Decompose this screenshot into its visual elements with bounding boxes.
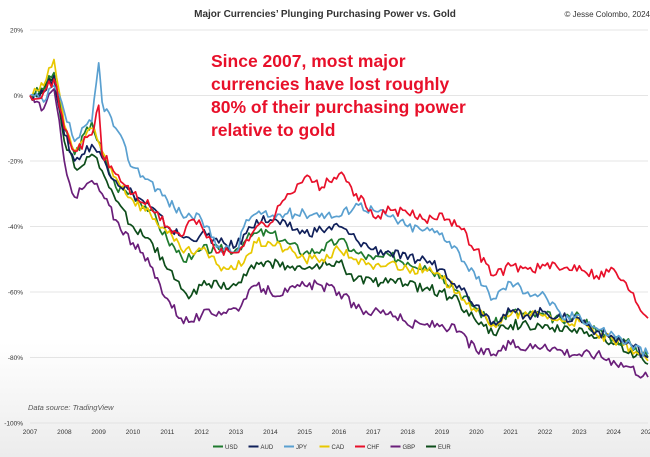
chart-credit: © Jesse Colombo, 2024 — [564, 10, 650, 19]
legend-label: CAD — [332, 445, 345, 451]
legend-label: JPY — [296, 445, 307, 451]
x-tick-label: 2020 — [469, 429, 484, 436]
x-tick-label: 2012 — [194, 429, 209, 436]
series-line-cad — [29, 58, 649, 362]
x-tick-label: 2016 — [332, 429, 347, 436]
legend-label: USD — [225, 445, 238, 451]
x-tick-label: 2010 — [126, 429, 141, 436]
x-tick-label: 2011 — [160, 429, 174, 436]
x-tick-label: 2007 — [23, 429, 38, 436]
x-tick-label: 2013 — [229, 429, 244, 436]
x-tick-label: 2023 — [572, 429, 587, 436]
x-tick-label: 2014 — [263, 429, 278, 436]
y-tick-label: -60% — [8, 290, 23, 297]
series-line-eur — [30, 74, 649, 365]
x-tick-label: 2022 — [538, 429, 553, 436]
annotation-line: Since 2007, most major — [211, 51, 406, 71]
x-tick-label: 2024 — [606, 429, 621, 436]
x-tick-label: 2018 — [400, 429, 415, 436]
data-source-note: Data source: TradingView — [28, 403, 114, 412]
annotation-line: currencies have lost roughly — [211, 74, 450, 94]
y-tick-label: -20% — [8, 159, 23, 166]
y-tick-label: -80% — [8, 355, 23, 362]
legend-label: CHF — [367, 445, 380, 451]
y-tick-label: 20% — [10, 28, 23, 35]
series-line-gbp — [29, 88, 649, 379]
x-tick-label: 2015 — [297, 429, 312, 436]
legend-label: EUR — [438, 445, 451, 451]
x-tick-label: 2019 — [435, 429, 450, 436]
y-tick-label: 0% — [14, 93, 24, 100]
y-tick-label: -40% — [8, 224, 23, 231]
annotation-line: 80% of their purchasing power — [211, 97, 466, 117]
annotation-line: relative to gold — [211, 120, 336, 140]
y-tick-label: -100% — [4, 421, 23, 428]
x-tick-label: 2021 — [503, 429, 518, 436]
x-tick-label: 2008 — [57, 429, 72, 436]
series-line-chf — [29, 78, 649, 319]
legend-label: AUD — [261, 445, 274, 451]
x-tick-label: 2017 — [366, 429, 381, 436]
series-line-jpy — [29, 61, 649, 358]
chart-annotation: Since 2007, most major currencies have l… — [211, 50, 501, 142]
x-tick-label: 2009 — [91, 429, 106, 436]
x-tick-label: 2025 — [641, 429, 650, 436]
chart-title: Major Currencies’ Plunging Purchasing Po… — [194, 9, 456, 20]
legend-label: GBP — [403, 445, 416, 451]
